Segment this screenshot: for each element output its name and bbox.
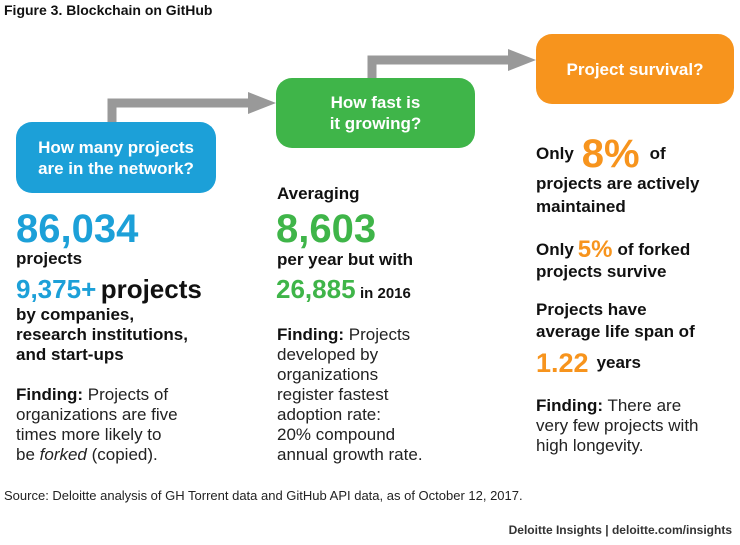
source-note: Source: Deloitte analysis of GH Torrent … bbox=[4, 488, 523, 503]
lifespan-line-2: average life span of bbox=[536, 322, 695, 341]
survival-finding-line-3: high longevity. bbox=[536, 436, 644, 455]
growth-finding-line-7: annual growth rate. bbox=[277, 445, 423, 464]
lifespan-value: 1.22 bbox=[536, 347, 589, 378]
growth-finding-line-5: adoption rate: bbox=[277, 405, 381, 424]
publisher-credit: Deloitte Insights | deloitte.com/insight… bbox=[508, 523, 732, 537]
growth-finding-line-6: 20% compound bbox=[277, 425, 396, 444]
maintained-row: Only 8% of bbox=[536, 131, 666, 177]
survival-finding-line-2: very few projects with bbox=[536, 416, 699, 435]
network-bubble-line-1: How many projects bbox=[38, 137, 194, 157]
year-2016-value: 26,885 bbox=[276, 274, 356, 304]
forked-row: Only 5% of forked bbox=[536, 236, 690, 264]
growth-finding-line-1: Projects bbox=[344, 325, 411, 344]
total-projects-label: projects bbox=[16, 249, 83, 268]
growth-finding-label: Finding: bbox=[277, 325, 345, 344]
network-finding: Finding: Projects of organizations are f… bbox=[16, 385, 256, 465]
growth-finding-line-4: register fastest bbox=[277, 385, 389, 404]
survival-question-bubble: Project survival? bbox=[536, 34, 734, 104]
lifespan-unit: years bbox=[596, 353, 641, 372]
network-finding-line-4-pre: be bbox=[16, 445, 40, 464]
org-projects-label: projects bbox=[100, 274, 202, 304]
per-year-value: 8,603 bbox=[276, 207, 377, 251]
forked-pre: Only bbox=[536, 240, 574, 259]
connector-arrowhead-1 bbox=[248, 92, 276, 114]
network-bubble-line-2: are in the network? bbox=[38, 158, 194, 178]
growth-finding-line-2: developed by bbox=[277, 345, 379, 364]
org-projects-value: 9,375+ bbox=[16, 274, 97, 304]
year-2016-label: in 2016 bbox=[359, 285, 411, 302]
averaging-label: Averaging bbox=[277, 184, 360, 203]
network-finding-line-1: Projects of bbox=[83, 385, 169, 404]
year-2016-row: 26,885 in 2016 bbox=[276, 274, 411, 309]
connector-arrow-1 bbox=[107, 98, 250, 122]
lifespan-row: 1.22 years bbox=[536, 346, 641, 380]
network-finding-line-3: times more likely to bbox=[16, 425, 162, 444]
growth-question-bubble: How fast is it growing? bbox=[276, 78, 475, 148]
org-line-3: and start-ups bbox=[16, 345, 124, 364]
survival-bubble-text: Project survival? bbox=[566, 59, 704, 79]
maintained-value: 8% bbox=[581, 131, 640, 176]
figure-title: Figure 3. Blockchain on GitHub bbox=[4, 2, 213, 18]
forked-post: of forked bbox=[617, 240, 691, 259]
maintained-pre: Only bbox=[536, 144, 574, 163]
survival-finding: Finding: There are very few projects wit… bbox=[536, 396, 736, 456]
lifespan-line-1: Projects have bbox=[536, 300, 647, 319]
network-finding-line-4-post: (copied). bbox=[86, 445, 158, 464]
org-projects-row: 9,375+ projects bbox=[16, 274, 202, 304]
forked-line-2: projects survive bbox=[536, 262, 667, 281]
growth-finding: Finding: Projects developed by organizat… bbox=[277, 325, 517, 465]
growth-finding-line-3: organizations bbox=[277, 365, 379, 384]
org-line-1: by companies, bbox=[16, 305, 135, 324]
maintained-post: of bbox=[649, 144, 666, 163]
total-projects-value: 86,034 bbox=[16, 207, 139, 251]
growth-bubble-line-1: How fast is bbox=[330, 93, 421, 112]
connector-arrowhead-2 bbox=[508, 49, 536, 71]
maintained-line-2: projects are actively bbox=[536, 174, 700, 193]
per-year-label: per year but with bbox=[277, 250, 414, 269]
network-finding-line-2: organizations are five bbox=[16, 405, 178, 424]
maintained-line-3: maintained bbox=[536, 197, 626, 216]
org-line-2: research institutions, bbox=[16, 325, 188, 344]
connector-arrow-2 bbox=[367, 55, 510, 78]
forked-value: 5% bbox=[577, 236, 613, 263]
survival-finding-label: Finding: bbox=[536, 396, 604, 415]
survival-finding-line-1: There are bbox=[603, 396, 682, 415]
network-question-bubble: How many projects are in the network? bbox=[16, 122, 216, 193]
growth-bubble-line-2: it growing? bbox=[329, 114, 422, 133]
network-finding-label: Finding: bbox=[16, 385, 84, 404]
network-finding-forked: forked bbox=[39, 445, 87, 464]
